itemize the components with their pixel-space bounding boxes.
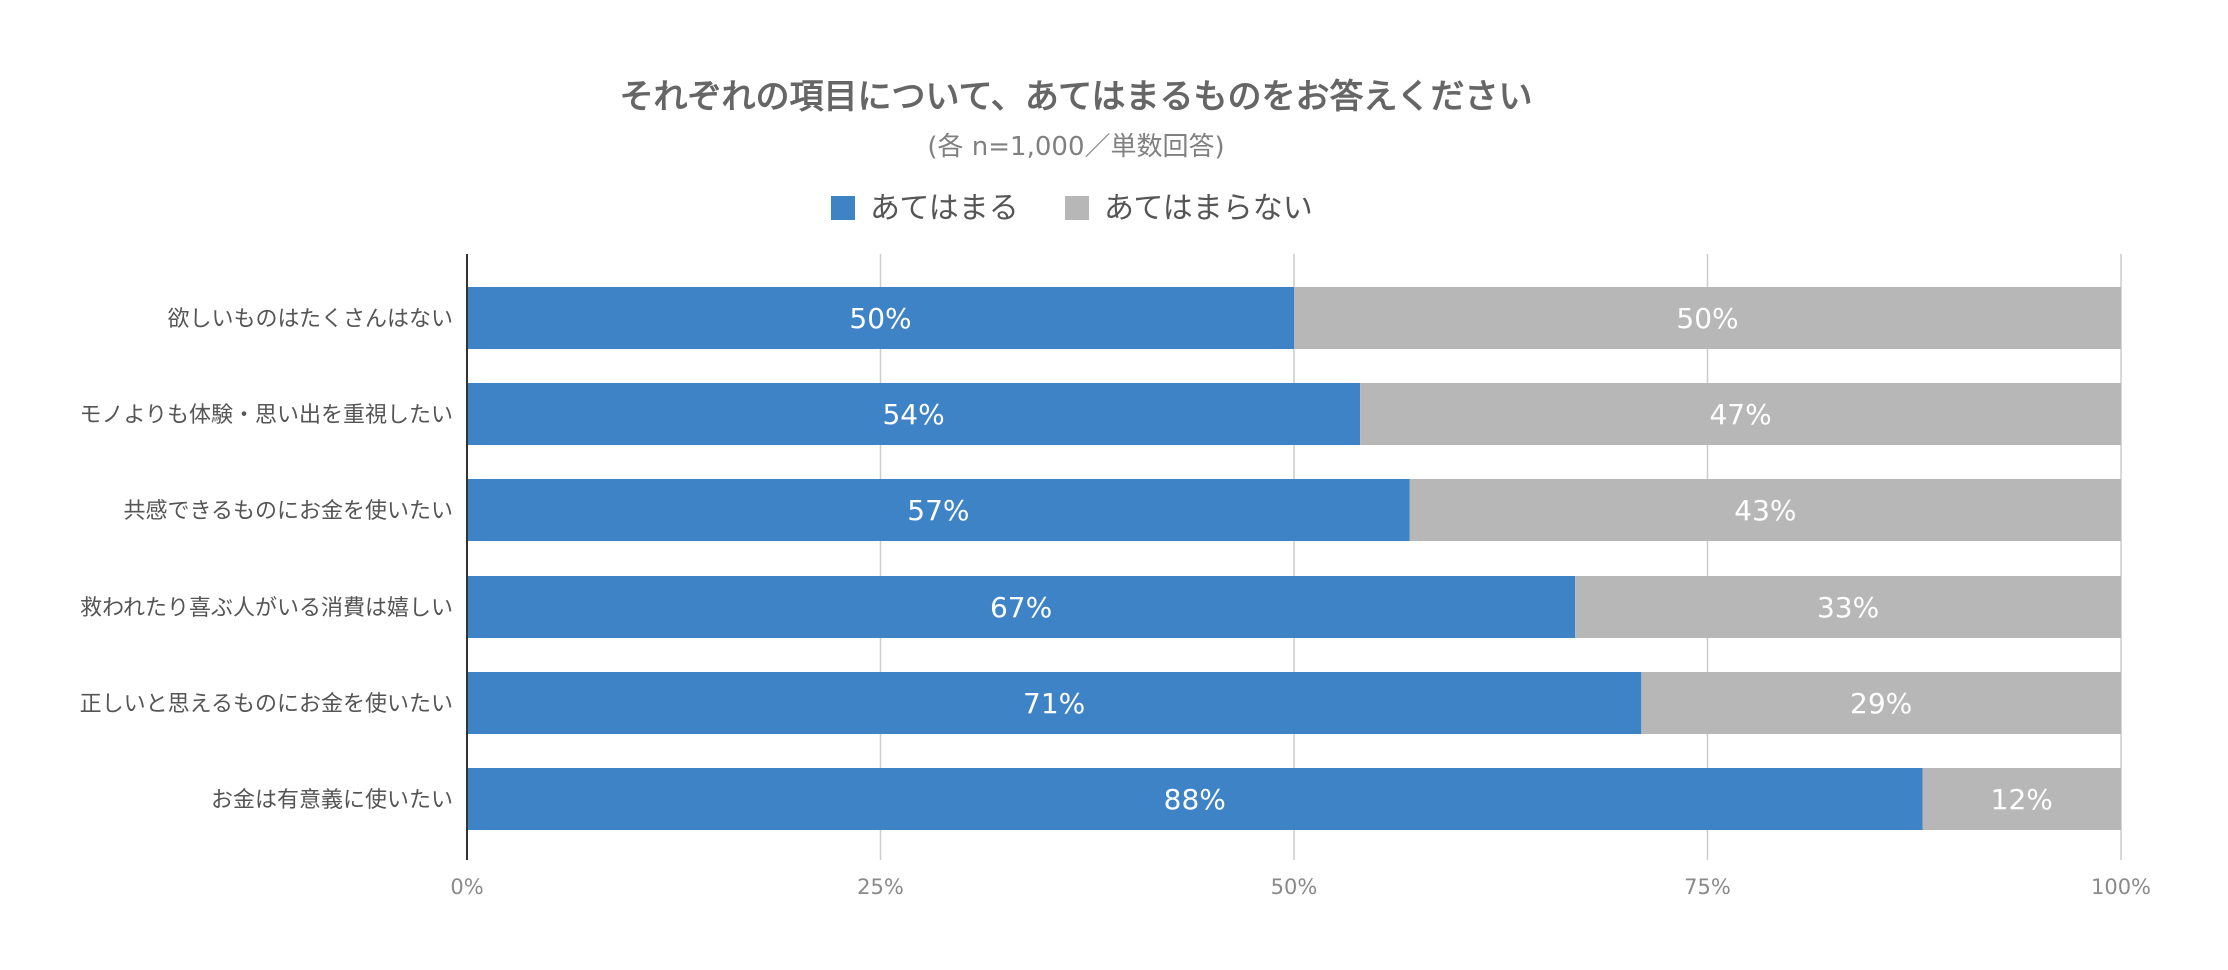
bar-not-applies-6 xyxy=(1922,768,2121,830)
bar-applies-1 xyxy=(467,287,1294,349)
category-label-1: 欲しいものはたくさんはない xyxy=(167,307,453,332)
chart-subtitle: (各 n=1,000／単数回答) xyxy=(927,132,1224,162)
bar-applies-3 xyxy=(467,479,1410,541)
bar-applies-4 xyxy=(467,576,1576,638)
x-tick-label-0: 0% xyxy=(450,875,483,899)
category-label-2: モノよりも体験・思い出を重視したい xyxy=(79,403,453,428)
bar-applies-2 xyxy=(467,383,1361,445)
bar-label-not-applies-2: 47% xyxy=(1709,398,1771,431)
bar-label-not-applies-5: 29% xyxy=(1850,687,1912,720)
bar-label-applies-5: 71% xyxy=(1023,687,1085,720)
bar-applies-6 xyxy=(467,768,1923,830)
bar-label-applies-2: 54% xyxy=(882,398,944,431)
legend-label-applies: あてはまる xyxy=(870,191,1019,226)
category-label-3: 共感できるものにお金を使いたい xyxy=(123,499,453,524)
bar-not-applies-5 xyxy=(1641,672,2121,734)
bar-label-applies-6: 88% xyxy=(1164,783,1226,816)
category-label-4: 救われたり喜ぶ人がいる消費は嬉しい xyxy=(80,596,453,621)
bars: 50% 50% 54% 47% 57% 43% 67% 33% 71% 29% 88% 12% xyxy=(467,287,2121,830)
bar-label-applies-4: 67% xyxy=(990,591,1052,624)
x-tick-label-50: 50% xyxy=(1271,875,1318,899)
legend-swatch-applies xyxy=(831,196,855,220)
bar-not-applies-2 xyxy=(1360,383,2121,445)
legend-label-not-applies: あてはまらない xyxy=(1104,191,1313,226)
bar-not-applies-3 xyxy=(1409,479,2121,541)
bar-not-applies-4 xyxy=(1575,576,2121,638)
gridlines xyxy=(879,254,2122,860)
category-label-5: 正しいと思えるものにお金を使いたい xyxy=(80,692,453,717)
bar-label-not-applies-4: 33% xyxy=(1817,591,1879,624)
bar-label-not-applies-6: 12% xyxy=(1991,783,2053,816)
x-tick-label-25: 25% xyxy=(857,875,904,899)
legend: あてはまる あてはまらない xyxy=(831,191,1313,226)
chart-title: それぞれの項目について、あてはまるものをお答えください xyxy=(620,77,1533,117)
x-tick-label-100: 100% xyxy=(2091,875,2151,899)
category-label-6: お金は有意義に使いたい xyxy=(211,788,453,813)
bar-label-applies-3: 57% xyxy=(907,494,969,527)
bar-label-not-applies-1: 50% xyxy=(1676,302,1738,335)
bar-label-not-applies-3: 43% xyxy=(1734,494,1796,527)
x-axis-ticks: 0% 25% 50% 75% 100% xyxy=(450,875,2151,899)
bar-applies-5 xyxy=(467,672,1642,734)
bar-not-applies-1 xyxy=(1294,287,2121,349)
x-tick-label-75: 75% xyxy=(1684,875,1731,899)
category-labels: 欲しいものはたくさんはないモノよりも体験・思い出を重視したい共感できるものにお金… xyxy=(79,307,453,813)
bar-label-applies-1: 50% xyxy=(849,302,911,335)
legend-swatch-not-applies xyxy=(1065,196,1089,220)
